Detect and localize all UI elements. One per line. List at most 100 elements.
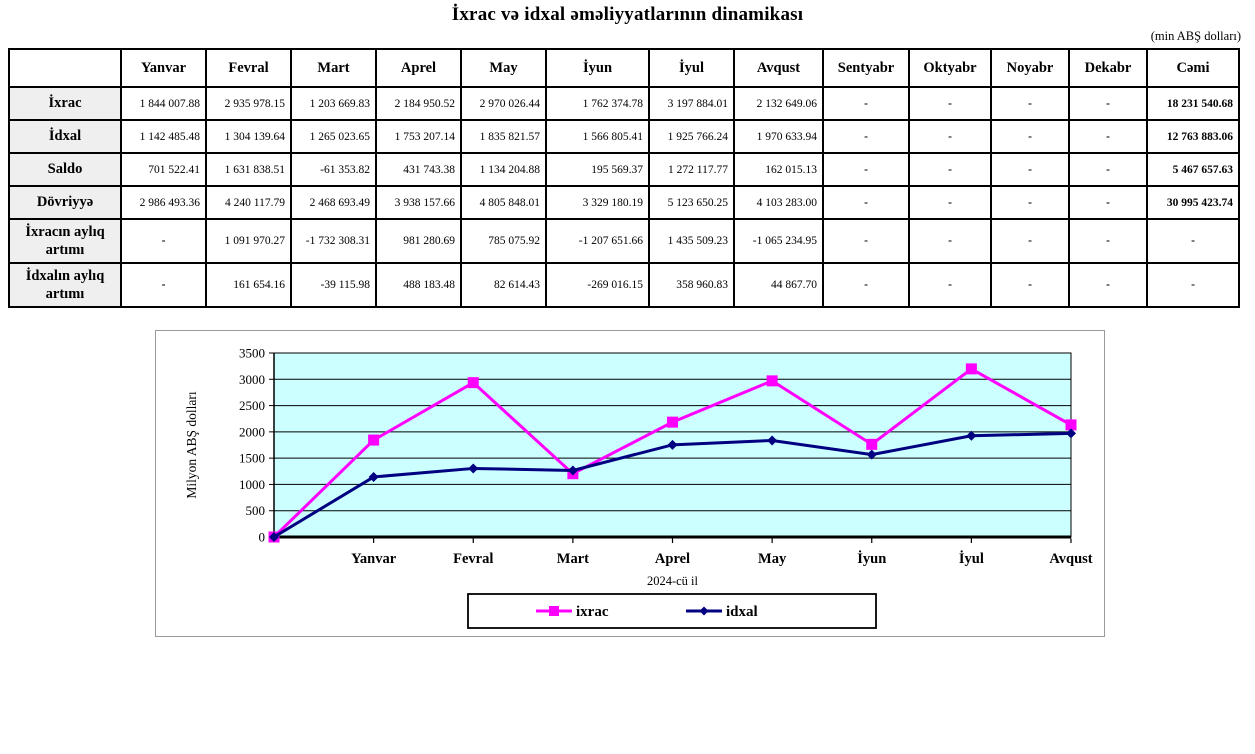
- x-tick-label: İyul: [959, 550, 984, 567]
- column-header: Oktyabr: [908, 48, 992, 88]
- value-cell: 3 197 884.01: [648, 86, 735, 121]
- y-tick-label: 0: [259, 530, 266, 545]
- value-cell: 4 103 283.00: [733, 185, 824, 220]
- value-cell: -: [1068, 185, 1148, 220]
- column-header: Fevral: [205, 48, 292, 88]
- row-label: Saldo: [8, 152, 122, 187]
- data-point-marker: [699, 606, 709, 616]
- line-chart: 0 500 1000 1500 2000 2500 3000 3500 Yanvar Fevral…: [155, 330, 1105, 637]
- table-row: Dövriyyə 2 986 493.36 4 240 117.79 2 468 69…: [8, 185, 1240, 220]
- value-cell: 2 132 649.06: [733, 86, 824, 121]
- value-cell: -: [1068, 152, 1148, 187]
- data-point-marker: [467, 377, 479, 389]
- value-cell: -: [822, 86, 910, 121]
- value-cell: 1 134 204.88: [460, 152, 547, 187]
- value-cell: 2 986 493.36: [120, 185, 207, 220]
- value-cell: 2 468 693.49: [290, 185, 377, 220]
- table-row: İdxal 1 142 485.48 1 304 139.64 1 265 023.6…: [8, 119, 1240, 154]
- value-cell: -: [908, 218, 992, 264]
- column-header: Aprel: [375, 48, 462, 88]
- value-cell: -1 207 651.66: [545, 218, 650, 264]
- value-cell: 161 654.16: [205, 262, 292, 308]
- value-cell: -61 353.82: [290, 152, 377, 187]
- value-cell: 1 272 117.77: [648, 152, 735, 187]
- value-cell: -269 016.15: [545, 262, 650, 308]
- x-tick-label: İyun: [857, 550, 886, 567]
- x-axis-title: 2024-cü il: [647, 574, 699, 588]
- x-tick-label: May: [758, 551, 787, 567]
- value-cell: 488 183.48: [375, 262, 462, 308]
- data-point-marker: [1065, 419, 1077, 431]
- data-point-marker: [549, 606, 559, 616]
- value-cell: 2 184 950.52: [375, 86, 462, 121]
- value-cell: 12 763 883.06: [1146, 119, 1240, 154]
- y-tick-label: 2500: [239, 398, 265, 413]
- value-cell: -: [822, 262, 910, 308]
- value-cell: 1 844 007.88: [120, 86, 207, 121]
- y-axis-title: Milyon ABŞ dolları: [184, 391, 199, 499]
- data-point-marker: [269, 532, 279, 542]
- value-cell: -: [990, 86, 1070, 121]
- value-cell: -: [120, 262, 207, 308]
- value-cell: -: [908, 185, 992, 220]
- data-point-marker: [866, 438, 878, 450]
- y-tick-label: 3500: [239, 346, 265, 361]
- value-cell: 162 015.13: [733, 152, 824, 187]
- value-cell: -: [990, 185, 1070, 220]
- value-cell: 82 614.43: [460, 262, 547, 308]
- table-row: İdxalın aylıq artımı -161 654.16 -39 115.9…: [8, 262, 1240, 308]
- value-cell: -: [908, 119, 992, 154]
- row-label: İdxal: [8, 119, 122, 154]
- y-tick-label: 3000: [239, 372, 265, 387]
- row-label: İdxalın aylıq artımı: [8, 262, 122, 308]
- x-tick-label: Yanvar: [351, 551, 397, 567]
- data-point-marker: [368, 434, 380, 446]
- value-cell: 785 075.92: [460, 218, 547, 264]
- data-point-marker: [567, 465, 578, 476]
- value-cell: 358 960.83: [648, 262, 735, 308]
- column-header: Dekabr: [1068, 48, 1148, 88]
- table-row: Saldo 701 522.41 1 631 838.51 -61 353.82 431…: [8, 152, 1240, 187]
- value-cell: 5 467 657.63: [1146, 152, 1240, 187]
- column-header: Mart: [290, 48, 377, 88]
- value-cell: -: [120, 218, 207, 264]
- value-cell: 1 304 139.64: [205, 119, 292, 154]
- row-label: Dövriyyə: [8, 185, 122, 220]
- export-import-table: Yanvar Fevral Mart Aprel May İyun İyul Avqust Se…: [8, 48, 1240, 308]
- value-cell: -: [990, 262, 1070, 308]
- value-cell: 1 265 023.65: [290, 119, 377, 154]
- value-cell: 1 142 485.48: [120, 119, 207, 154]
- value-cell: 1 762 374.78: [545, 86, 650, 121]
- value-cell: 981 280.69: [375, 218, 462, 264]
- value-cell: 4 805 848.01: [460, 185, 547, 220]
- data-point-marker: [368, 471, 379, 482]
- x-tick-label: Aprel: [655, 551, 690, 567]
- value-cell: 431 743.38: [375, 152, 462, 187]
- x-tick-label: Fevral: [453, 551, 493, 567]
- data-point-marker: [965, 363, 977, 375]
- value-cell: -39 115.98: [290, 262, 377, 308]
- value-cell: 4 240 117.79: [205, 185, 292, 220]
- row-label: İxracın aylıq artımı: [8, 218, 122, 264]
- legend-label: ixrac: [576, 604, 609, 620]
- x-tick-label: Mart: [557, 551, 589, 567]
- table-header: Yanvar Fevral Mart Aprel May İyun İyul Avqust Se…: [8, 48, 1240, 88]
- value-cell: 5 123 650.25: [648, 185, 735, 220]
- column-header: [8, 48, 122, 88]
- y-tick-label: 2000: [239, 424, 265, 439]
- value-cell: -: [822, 119, 910, 154]
- value-cell: 1 835 821.57: [460, 119, 547, 154]
- y-tick-label: 500: [246, 503, 266, 518]
- value-cell: -: [822, 152, 910, 187]
- row-label: İxrac: [8, 86, 122, 121]
- value-cell: 1 203 669.83: [290, 86, 377, 121]
- value-cell: 2 935 978.15: [205, 86, 292, 121]
- x-tick-label: Avqust: [1049, 551, 1092, 567]
- y-tick-label: 1500: [239, 451, 265, 466]
- value-cell: 1 631 838.51: [205, 152, 292, 187]
- value-cell: -: [1068, 262, 1148, 308]
- value-cell: -: [1068, 218, 1148, 264]
- value-cell: -: [1146, 262, 1240, 308]
- legend-box: [467, 593, 877, 629]
- column-header: İyul: [648, 48, 735, 88]
